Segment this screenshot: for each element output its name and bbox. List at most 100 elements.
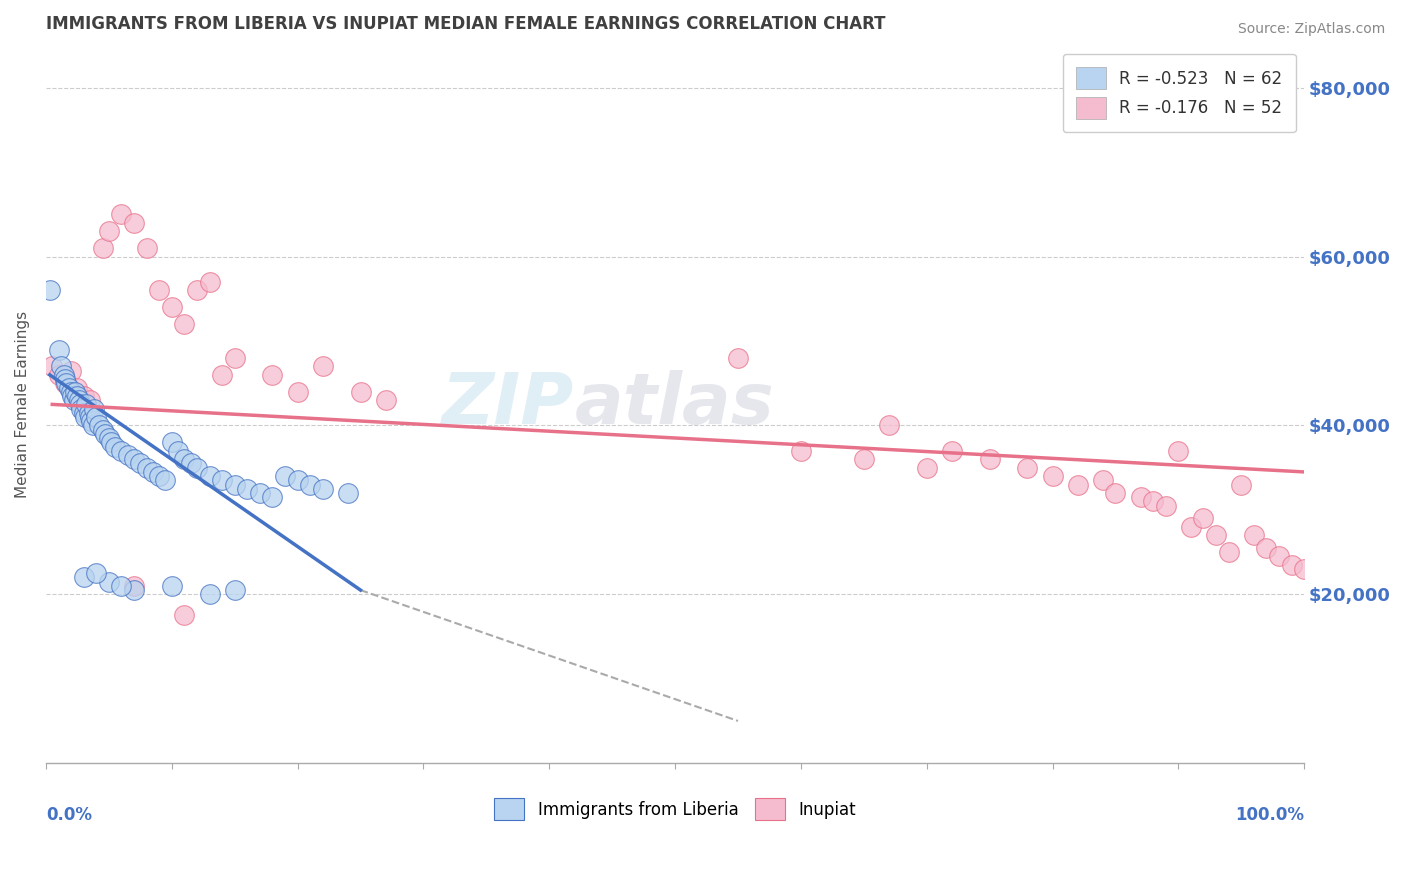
- Point: [73, 570, 96, 584]
- Point: [299, 477, 322, 491]
- Point: [979, 452, 1001, 467]
- Point: [198, 275, 221, 289]
- Text: Source: ZipAtlas.com: Source: ZipAtlas.com: [1237, 22, 1385, 37]
- Point: [274, 469, 297, 483]
- Point: [287, 384, 309, 399]
- Point: [727, 351, 749, 365]
- Text: atlas: atlas: [575, 370, 775, 439]
- Point: [53, 376, 76, 391]
- Point: [129, 457, 152, 471]
- Point: [1017, 460, 1039, 475]
- Point: [79, 393, 101, 408]
- Point: [224, 477, 246, 491]
- Point: [48, 368, 70, 382]
- Point: [122, 583, 145, 598]
- Point: [374, 393, 396, 408]
- Text: IMMIGRANTS FROM LIBERIA VS INUPIAT MEDIAN FEMALE EARNINGS CORRELATION CHART: IMMIGRANTS FROM LIBERIA VS INUPIAT MEDIA…: [46, 15, 886, 33]
- Point: [198, 587, 221, 601]
- Point: [73, 406, 96, 420]
- Point: [852, 452, 875, 467]
- Point: [148, 469, 170, 483]
- Text: 100.0%: 100.0%: [1234, 806, 1305, 824]
- Point: [173, 608, 195, 623]
- Point: [63, 384, 86, 399]
- Text: 0.0%: 0.0%: [46, 806, 91, 824]
- Point: [790, 443, 813, 458]
- Legend: Immigrants from Liberia, Inupiat: Immigrants from Liberia, Inupiat: [488, 792, 862, 827]
- Point: [122, 452, 145, 467]
- Point: [38, 284, 60, 298]
- Point: [48, 343, 70, 357]
- Point: [915, 460, 938, 475]
- Point: [84, 410, 107, 425]
- Point: [211, 368, 233, 382]
- Point: [312, 482, 335, 496]
- Point: [91, 241, 114, 255]
- Point: [87, 418, 110, 433]
- Y-axis label: Median Female Earnings: Median Female Earnings: [15, 310, 30, 498]
- Point: [1129, 490, 1152, 504]
- Point: [1167, 443, 1189, 458]
- Point: [1294, 562, 1316, 576]
- Point: [70, 401, 93, 416]
- Point: [135, 241, 157, 255]
- Point: [66, 380, 89, 394]
- Point: [104, 440, 127, 454]
- Point: [82, 418, 104, 433]
- Point: [75, 397, 97, 411]
- Point: [41, 359, 63, 374]
- Point: [160, 301, 183, 315]
- Point: [160, 579, 183, 593]
- Point: [62, 393, 84, 408]
- Point: [1192, 511, 1215, 525]
- Point: [173, 317, 195, 331]
- Point: [160, 435, 183, 450]
- Point: [73, 410, 96, 425]
- Point: [110, 207, 132, 221]
- Point: [167, 443, 190, 458]
- Point: [186, 460, 208, 475]
- Point: [91, 423, 114, 437]
- Point: [60, 364, 83, 378]
- Point: [1230, 477, 1253, 491]
- Point: [262, 490, 284, 504]
- Point: [262, 368, 284, 382]
- Point: [97, 224, 120, 238]
- Point: [155, 474, 177, 488]
- Point: [60, 389, 83, 403]
- Point: [1281, 558, 1303, 572]
- Point: [97, 431, 120, 445]
- Point: [1218, 545, 1240, 559]
- Point: [1268, 549, 1291, 564]
- Point: [66, 389, 89, 403]
- Point: [142, 465, 165, 479]
- Point: [198, 469, 221, 483]
- Point: [60, 384, 83, 399]
- Point: [100, 435, 122, 450]
- Point: [79, 410, 101, 425]
- Point: [941, 443, 963, 458]
- Point: [67, 393, 90, 408]
- Point: [1205, 528, 1227, 542]
- Point: [1256, 541, 1278, 555]
- Point: [1154, 499, 1177, 513]
- Point: [173, 452, 195, 467]
- Point: [97, 574, 120, 589]
- Point: [80, 414, 103, 428]
- Point: [49, 359, 72, 374]
- Point: [336, 486, 359, 500]
- Point: [135, 460, 157, 475]
- Point: [122, 579, 145, 593]
- Point: [236, 482, 259, 496]
- Point: [349, 384, 371, 399]
- Point: [69, 397, 91, 411]
- Point: [180, 457, 202, 471]
- Point: [877, 418, 900, 433]
- Point: [55, 376, 77, 391]
- Point: [1042, 469, 1064, 483]
- Point: [186, 284, 208, 298]
- Point: [110, 443, 132, 458]
- Point: [83, 401, 105, 416]
- Point: [1091, 474, 1114, 488]
- Point: [58, 380, 80, 394]
